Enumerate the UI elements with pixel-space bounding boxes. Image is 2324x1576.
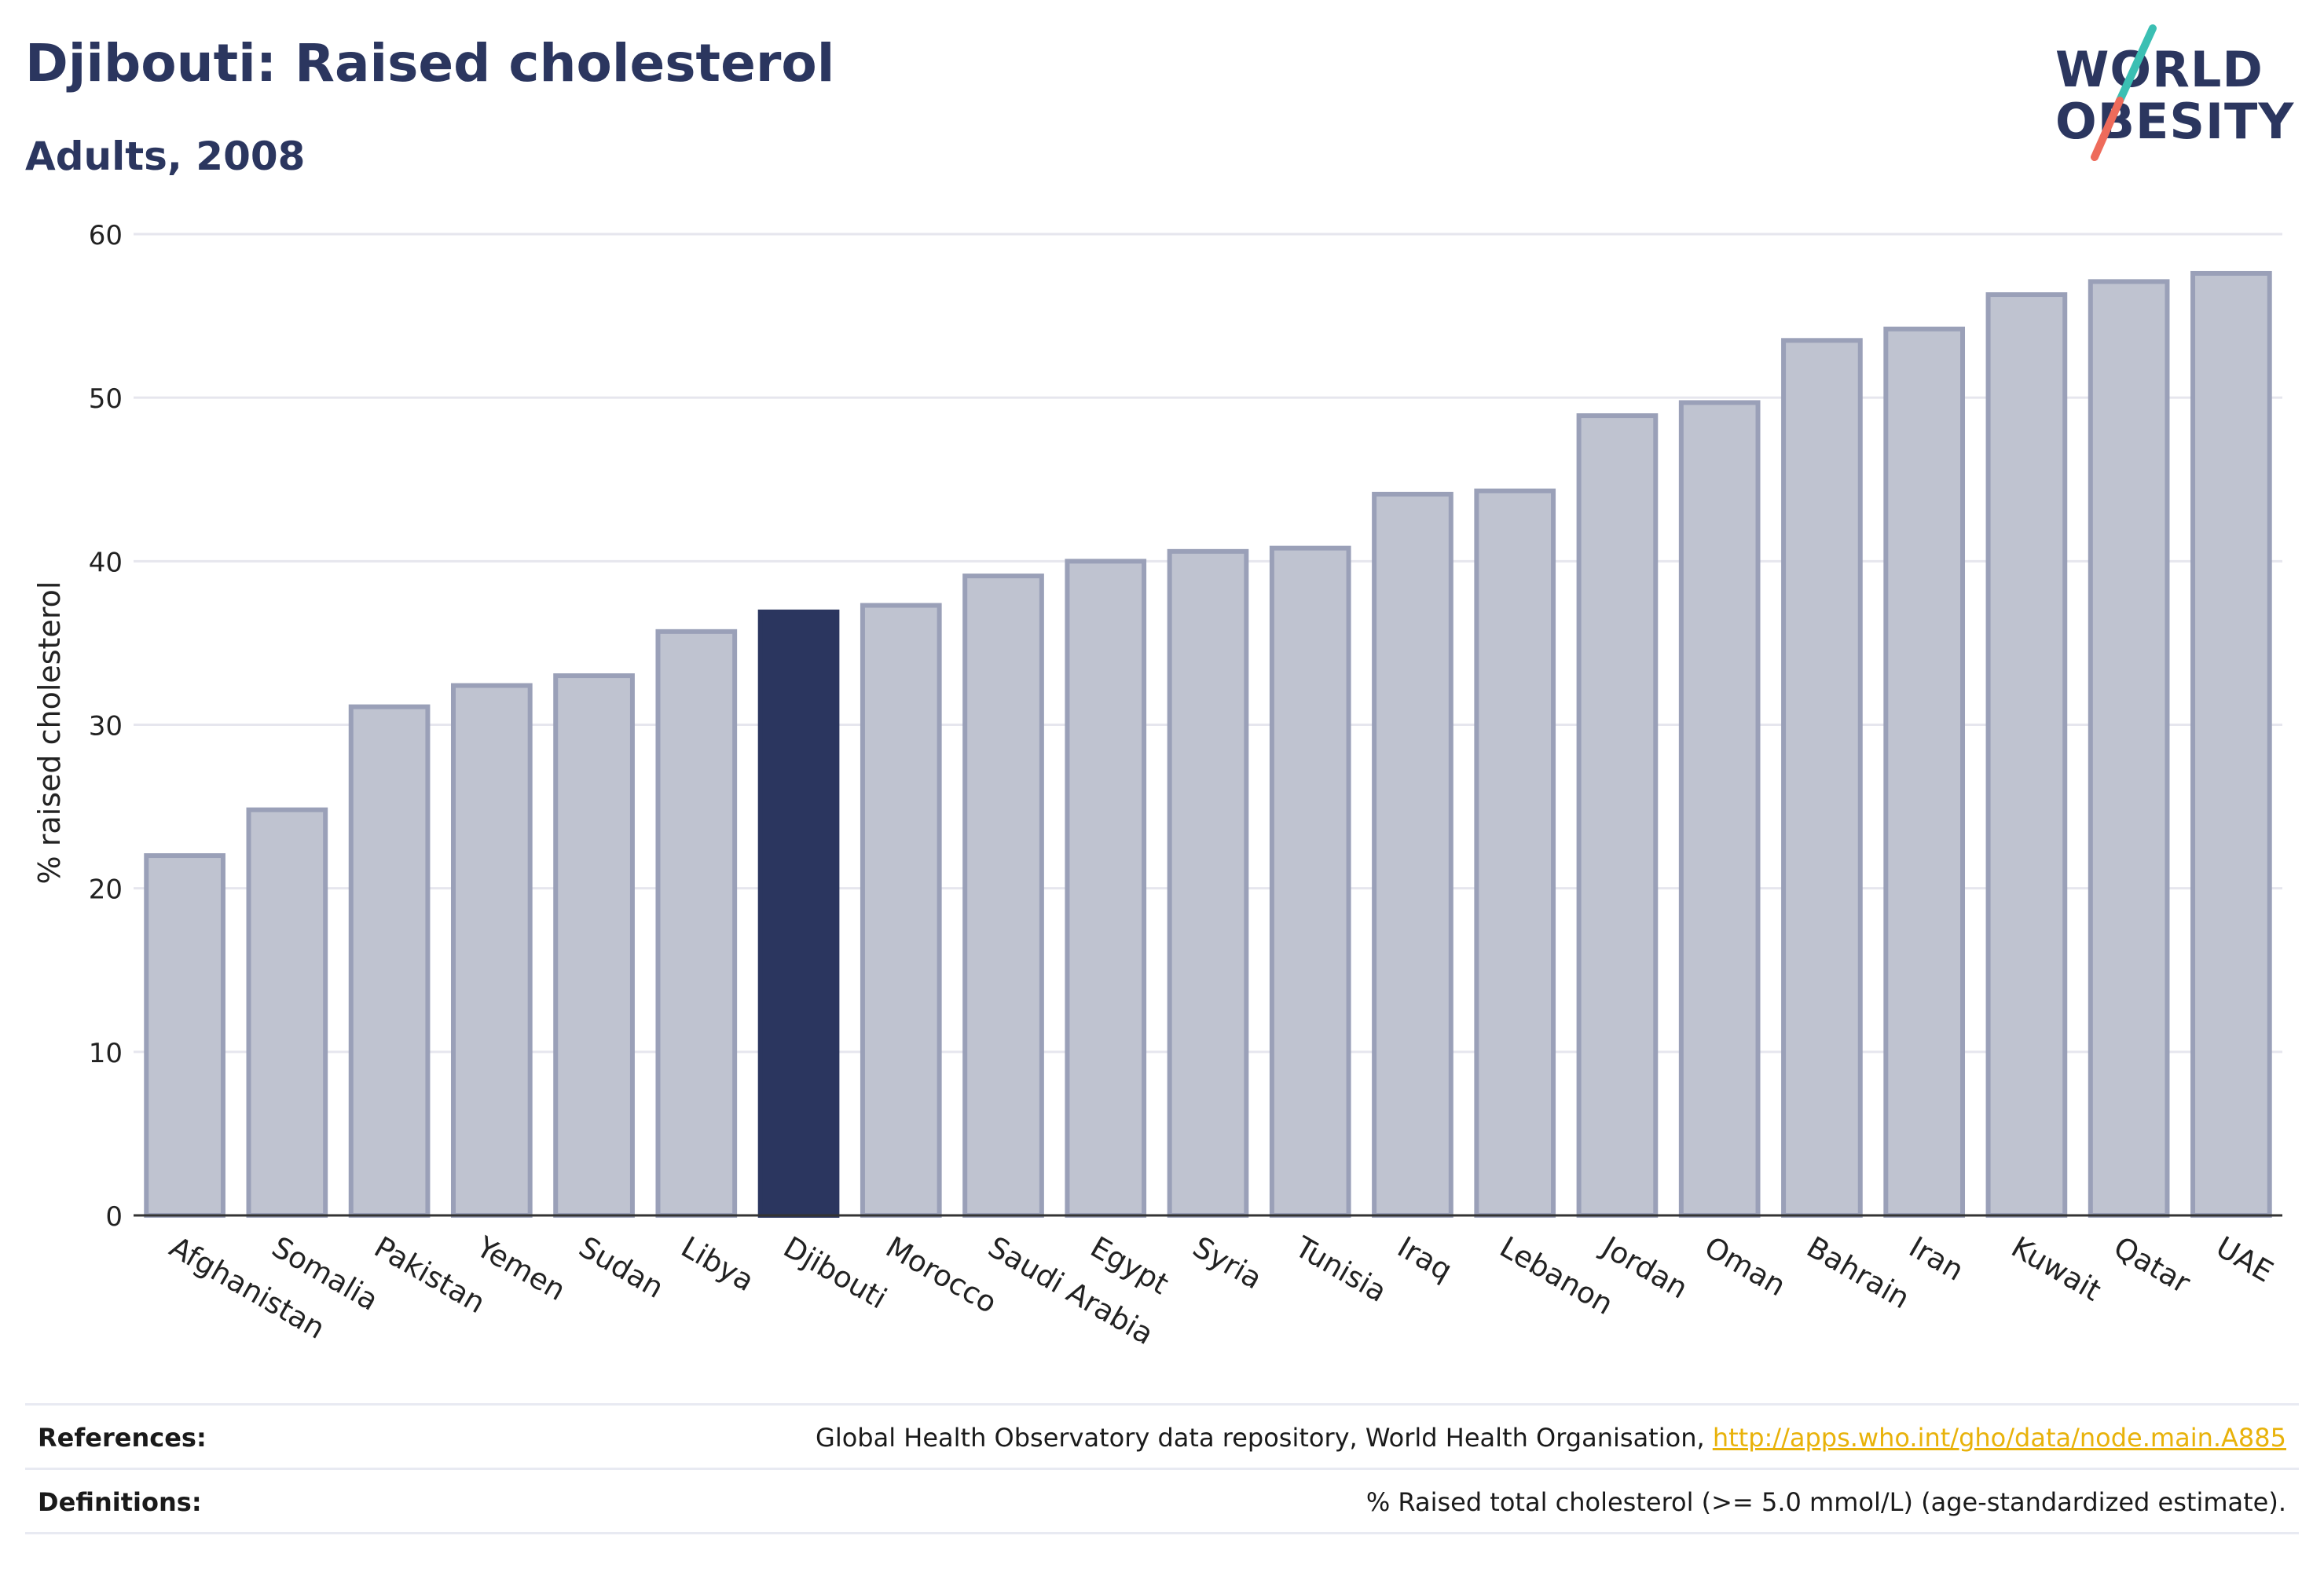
x-tick-label: Djibouti xyxy=(778,1230,893,1316)
x-tick-label: Iraq xyxy=(1391,1230,1457,1288)
y-tick-label: 40 xyxy=(89,547,123,578)
bar xyxy=(655,629,738,1218)
references-text: Global Health Observatory data repositor… xyxy=(816,1423,1713,1453)
y-tick-label: 0 xyxy=(105,1201,123,1233)
x-tick-label: Morocco xyxy=(880,1230,1003,1321)
bar xyxy=(2190,270,2272,1219)
references-link[interactable]: http://apps.who.int/gho/data/node.main.A… xyxy=(1712,1423,2286,1453)
chart-subtitle: Adults, 2008 xyxy=(25,134,306,179)
bar xyxy=(1065,559,1147,1218)
logo-line1: WORLD xyxy=(2055,41,2264,98)
bar-chart: 0102030405060AfghanistanSomaliaPakistanY… xyxy=(32,220,2282,1351)
bar xyxy=(1781,338,1863,1218)
x-tick-label: UAE xyxy=(2210,1230,2278,1289)
bar xyxy=(246,807,328,1219)
bar xyxy=(348,704,431,1218)
x-tick-label: Oman xyxy=(1699,1230,1791,1303)
definitions-label: Definitions: xyxy=(38,1487,202,1517)
y-tick-label: 10 xyxy=(89,1038,123,1069)
bar xyxy=(144,853,225,1218)
x-tick-label: Pakistan xyxy=(368,1230,491,1321)
bar xyxy=(1269,545,1351,1218)
x-tick-label: Iran xyxy=(1904,1230,1970,1288)
y-tick-label: 50 xyxy=(89,383,123,415)
x-tick-label: Tunisia xyxy=(1288,1230,1392,1309)
bar xyxy=(1576,413,1659,1218)
x-tick-label: Sudan xyxy=(574,1230,669,1306)
bar xyxy=(962,574,1044,1218)
bar xyxy=(2088,279,2170,1219)
y-tick-label: 20 xyxy=(89,874,123,906)
world-obesity-logo: WORLD OBESITY xyxy=(2043,22,2310,171)
x-tick-label: Bahrain xyxy=(1801,1230,1915,1316)
y-tick-label: 30 xyxy=(89,711,123,742)
references-row: References: Global Health Observatory da… xyxy=(25,1403,2299,1470)
x-tick-label: Qatar xyxy=(2108,1230,2196,1301)
y-axis-title: % raised cholesterol xyxy=(32,581,67,885)
bar xyxy=(1678,400,1761,1219)
bar xyxy=(1985,292,2068,1219)
definitions-text: % Raised total cholesterol (>= 5.0 mmol/… xyxy=(1365,1487,2286,1517)
references-label: References: xyxy=(38,1423,207,1453)
bar xyxy=(1167,548,1249,1218)
logo-line2: OBESITY xyxy=(2055,93,2295,150)
x-tick-label: Libya xyxy=(676,1230,760,1299)
bar xyxy=(860,603,942,1218)
bar xyxy=(1372,491,1453,1218)
y-tick-label: 60 xyxy=(89,220,123,251)
x-tick-label: Lebanon xyxy=(1494,1230,1619,1321)
x-tick-label: Kuwait xyxy=(2006,1230,2107,1308)
x-tick-label: Syria xyxy=(1187,1230,1268,1296)
bar xyxy=(1474,488,1556,1218)
references-value: Global Health Observatory data repositor… xyxy=(816,1423,2299,1453)
bar xyxy=(553,673,635,1218)
chart-title: Djibouti: Raised cholesterol xyxy=(25,33,835,93)
bar xyxy=(757,609,840,1218)
bar xyxy=(450,683,533,1218)
logo-slash-icon xyxy=(2091,24,2157,161)
definitions-row: Definitions: % Raised total cholesterol … xyxy=(25,1468,2299,1534)
bar xyxy=(1883,326,1966,1218)
footer-divider xyxy=(25,1532,2299,1534)
